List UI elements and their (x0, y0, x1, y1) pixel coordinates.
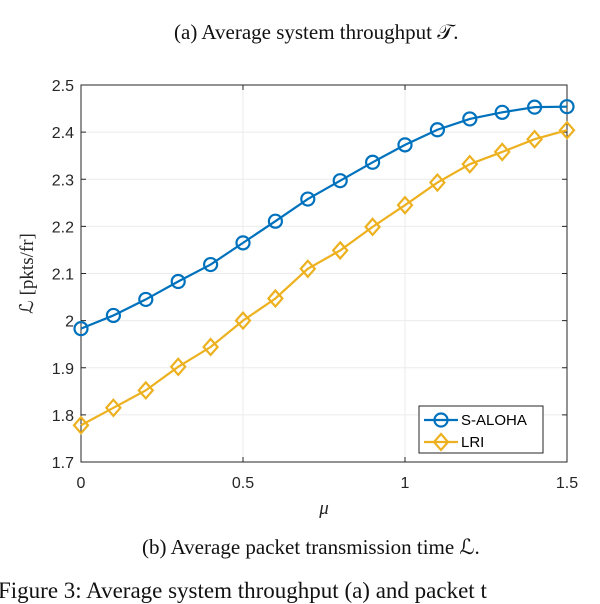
circle-marker (433, 412, 449, 428)
x-tick-label: 0 (77, 475, 86, 492)
y-tick-label: 1.8 (52, 408, 74, 425)
circle-marker (462, 111, 478, 127)
circle-marker (559, 99, 575, 115)
circle-marker (494, 104, 510, 120)
diamond-marker (299, 259, 317, 279)
series-line (80, 129, 568, 427)
circle-marker (526, 99, 543, 115)
circle-marker (332, 173, 348, 189)
circle-marker (203, 256, 219, 273)
x-tick-label: 1.5 (556, 475, 578, 492)
figure-caption: Figure 3: Average system throughput (a) … (0, 578, 487, 603)
diamond-marker (432, 432, 450, 452)
circle-marker (105, 307, 122, 324)
circle-marker (138, 291, 154, 308)
diamond-marker (526, 129, 544, 149)
series-lri (72, 120, 576, 435)
x-tick-label: 1 (401, 475, 410, 492)
y-tick-label: 2.2 (52, 219, 74, 236)
circle-marker (235, 235, 251, 251)
y-tick-label: 2.5 (52, 78, 74, 95)
circle-marker (267, 213, 283, 229)
y-tick-label: 2.1 (52, 267, 74, 284)
x-tick-label: 0.5 (232, 475, 254, 492)
diamond-marker (331, 240, 349, 261)
diamond-marker (461, 154, 479, 174)
subfigure-b-caption: (b) Average packet transmission time ℒ. (142, 535, 480, 559)
legend-label: S-ALOHA (461, 412, 527, 429)
circle-marker (73, 321, 89, 337)
diamond-marker (396, 195, 414, 215)
circle-marker (365, 154, 381, 170)
circle-marker (429, 122, 445, 138)
diamond-marker (104, 398, 122, 418)
circle-marker (397, 137, 413, 153)
y-tick-label: 1.9 (52, 361, 74, 378)
series-line (80, 105, 568, 330)
y-tick-label: 2 (65, 314, 74, 331)
subfigure-a-caption: (a) Average system throughput 𝒯. (174, 20, 459, 44)
diamond-marker (493, 142, 511, 162)
x-axis-label: μ (318, 498, 329, 519)
y-tick-label: 2.4 (52, 125, 74, 142)
diamond-marker (72, 415, 90, 435)
diamond-marker (202, 337, 220, 357)
legend: S-ALOHA LRI (418, 405, 544, 454)
line-chart: 0 0.5 1 1.5 1.7 1.8 1.9 2 2.1 2.2 2.3 2.4 2.5 μ ℒ [pkt… (17, 78, 578, 519)
diamond-marker (266, 288, 284, 309)
y-axis-label: ℒ [pkts/fr] (17, 233, 38, 314)
diamond-marker (234, 310, 252, 331)
circle-marker (300, 191, 316, 207)
legend-label: LRI (461, 434, 484, 451)
y-tick-label: 2.3 (52, 172, 74, 189)
diamond-marker (169, 357, 187, 377)
diamond-marker (364, 217, 382, 237)
circle-marker (170, 273, 186, 290)
diamond-marker (137, 380, 155, 401)
diamond-marker (428, 172, 446, 193)
diamond-marker (558, 120, 576, 140)
series-s-aloha (73, 99, 575, 337)
y-tick-label: 1.7 (52, 455, 74, 472)
